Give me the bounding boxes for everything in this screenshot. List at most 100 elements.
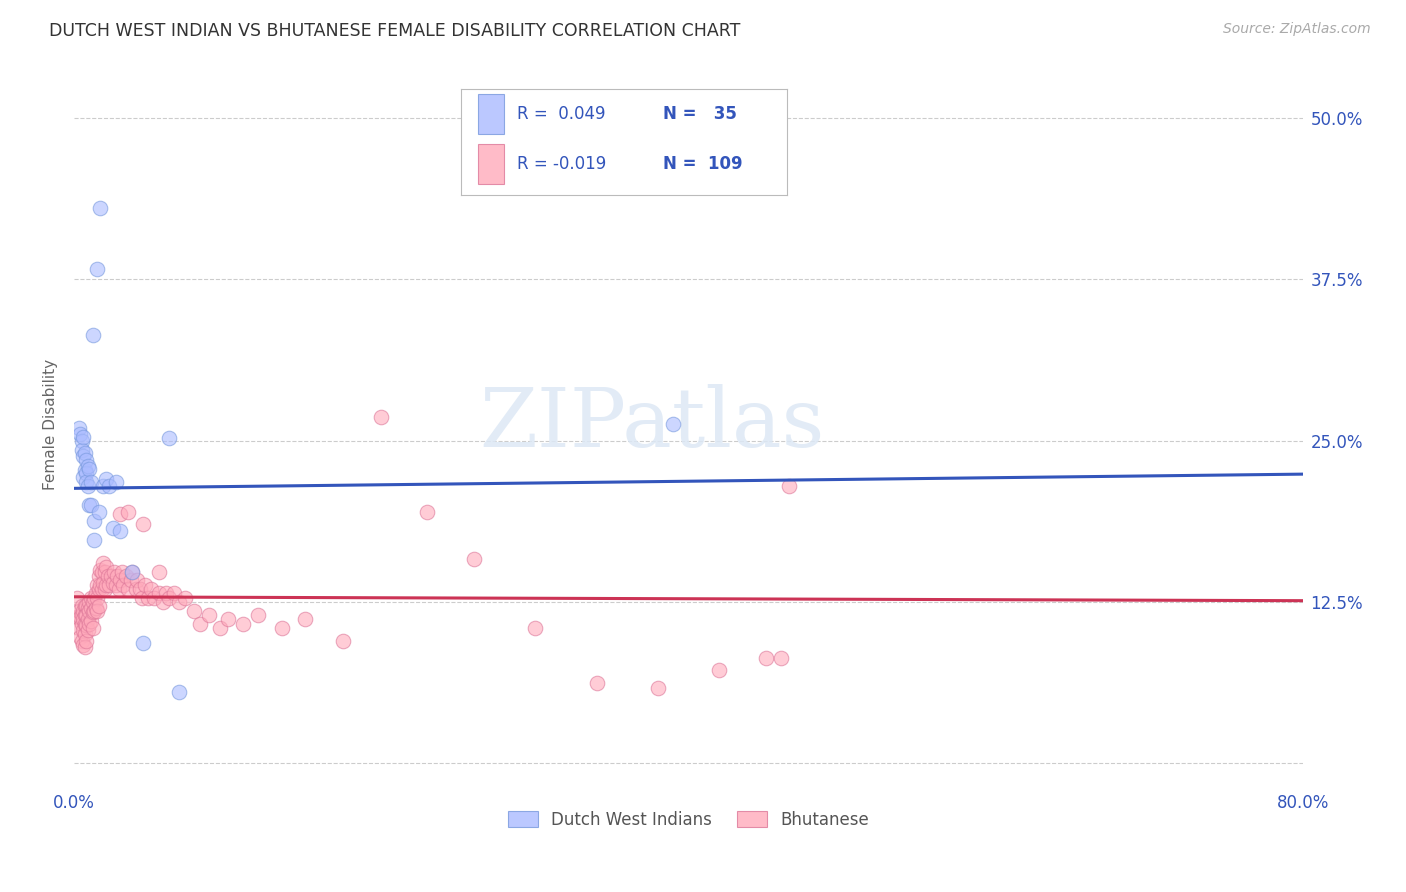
Point	[152, 595, 174, 609]
Text: Source: ZipAtlas.com: Source: ZipAtlas.com	[1223, 22, 1371, 37]
Point	[72, 469, 94, 483]
Point	[136, 591, 159, 606]
Point	[148, 566, 170, 580]
Point	[77, 624, 100, 638]
Point	[82, 327, 104, 342]
Point	[524, 621, 547, 635]
Point	[647, 681, 669, 696]
Point	[112, 578, 135, 592]
Point	[77, 612, 100, 626]
Point	[82, 595, 104, 609]
Point	[96, 560, 118, 574]
Point	[80, 615, 103, 629]
Point	[117, 582, 139, 596]
Point	[75, 633, 97, 648]
Point	[104, 475, 127, 489]
Point	[80, 475, 103, 489]
Point	[94, 566, 117, 580]
Point	[585, 676, 607, 690]
Point	[105, 569, 128, 583]
Point	[778, 479, 800, 493]
Point	[97, 569, 120, 583]
Point	[75, 475, 97, 489]
Point	[370, 410, 392, 425]
Point	[148, 586, 170, 600]
Point	[69, 630, 91, 644]
Point	[120, 573, 142, 587]
Y-axis label: Female Disability: Female Disability	[44, 359, 58, 490]
Point	[66, 591, 89, 606]
Point	[115, 569, 138, 583]
Point	[83, 533, 105, 547]
Point	[94, 582, 117, 596]
Point	[96, 472, 118, 486]
Point	[127, 573, 149, 587]
Text: DUTCH WEST INDIAN VS BHUTANESE FEMALE DISABILITY CORRELATION CHART: DUTCH WEST INDIAN VS BHUTANESE FEMALE DI…	[49, 22, 741, 40]
Point	[86, 591, 108, 606]
Point	[183, 604, 205, 618]
Point	[132, 636, 155, 650]
Point	[96, 578, 118, 592]
Point	[117, 505, 139, 519]
Point	[69, 427, 91, 442]
Point	[82, 621, 104, 635]
Point	[77, 459, 100, 474]
Point	[87, 599, 110, 613]
Point	[86, 578, 108, 592]
Point	[73, 640, 96, 655]
Point	[108, 507, 131, 521]
Point	[155, 586, 177, 600]
Point	[77, 601, 100, 615]
Point	[84, 586, 107, 600]
Point	[83, 604, 105, 618]
Point	[72, 449, 94, 463]
Point	[70, 442, 93, 457]
Point	[73, 616, 96, 631]
Point	[90, 582, 112, 596]
Legend: Dutch West Indians, Bhutanese: Dutch West Indians, Bhutanese	[502, 805, 876, 836]
Point	[87, 582, 110, 596]
Point	[73, 627, 96, 641]
Point	[75, 599, 97, 613]
Point	[82, 605, 104, 619]
Point	[70, 607, 93, 622]
Point	[73, 446, 96, 460]
Point	[416, 505, 439, 519]
Point	[72, 430, 94, 444]
Point	[73, 463, 96, 477]
Point	[80, 591, 103, 606]
Point	[103, 566, 125, 580]
Point	[134, 578, 156, 592]
Point	[662, 417, 685, 431]
Point	[79, 595, 101, 609]
Point	[163, 586, 186, 600]
Point	[80, 498, 103, 512]
Point	[121, 566, 143, 580]
Point	[91, 575, 114, 590]
Point	[129, 582, 152, 596]
Point	[89, 201, 111, 215]
Point	[87, 569, 110, 583]
Point	[86, 604, 108, 618]
Point	[91, 556, 114, 570]
Point	[107, 582, 129, 596]
Point	[91, 479, 114, 493]
Point	[104, 578, 127, 592]
Point	[72, 624, 94, 638]
Point	[108, 524, 131, 538]
Point	[72, 638, 94, 652]
Point	[139, 582, 162, 596]
Point	[73, 607, 96, 622]
Point	[98, 578, 121, 592]
Point	[101, 521, 124, 535]
Point	[70, 616, 93, 631]
Point	[87, 505, 110, 519]
Point	[463, 552, 485, 566]
Point	[89, 563, 111, 577]
Point	[294, 612, 316, 626]
Point	[72, 612, 94, 626]
Point	[84, 601, 107, 615]
Point	[198, 607, 221, 622]
Point	[79, 604, 101, 618]
Point	[80, 601, 103, 615]
